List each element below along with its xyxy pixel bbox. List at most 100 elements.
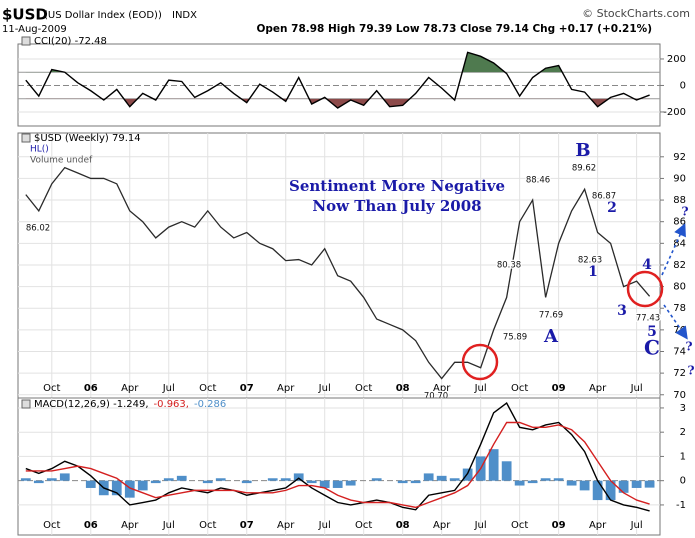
legend-label: -0.963, (154, 399, 189, 410)
histogram-bar (202, 480, 213, 484)
histogram-bar (488, 449, 499, 481)
histogram-bar (306, 480, 317, 484)
histogram-bar (462, 468, 473, 481)
histogram-bar (579, 480, 590, 491)
highlight-circle (626, 270, 664, 308)
y-tick-label: 0 (680, 476, 686, 487)
histogram-bar (332, 480, 343, 488)
x-tick-label: Apr (589, 383, 607, 394)
x-tick-label: Apr (121, 520, 139, 531)
x-tick-label: 09 (552, 383, 566, 394)
histogram-bar (345, 480, 356, 486)
y-tick-label: 78 (673, 303, 686, 314)
y-tick-label: 80 (673, 282, 686, 293)
index-name: (US Dollar Index (EOD)) (44, 10, 162, 21)
projection-arrow (663, 304, 688, 340)
x-tick-label: Apr (433, 520, 451, 531)
histogram-bar (241, 480, 252, 484)
wave-label: ? (685, 340, 692, 354)
series-line (25, 402, 650, 512)
wave-label: C (644, 336, 660, 360)
legend-label: MACD(12,26,9) -1.249, (34, 399, 149, 410)
series-line (25, 421, 650, 509)
histogram-bar (436, 475, 447, 481)
histogram-bar (59, 473, 70, 481)
wave-label: 1 (588, 264, 598, 280)
quote: Open 78.98 High 79.39 Low 78.73 Close 79… (256, 23, 652, 35)
price-label: 88.46 (526, 176, 550, 186)
exchange: INDX (172, 10, 197, 21)
plot-area (18, 51, 660, 113)
x-tick-label: Jul (162, 383, 175, 394)
x-tick-label: 08 (396, 383, 410, 394)
annotation-note: Now Than July 2008 (312, 197, 481, 215)
x-tick-label: Apr (121, 383, 139, 394)
plot-area (18, 398, 660, 535)
legend-label: -0.286 (194, 399, 226, 410)
histogram-bar (644, 480, 655, 488)
price-label: 75.89 (503, 333, 527, 343)
x-tick-label: 08 (396, 520, 410, 531)
histogram-bar (423, 473, 434, 481)
histogram-bar (605, 480, 616, 501)
price-label: 89.62 (572, 164, 596, 174)
wave-label: B (575, 140, 590, 161)
y-tick-label: 70 (673, 390, 686, 401)
histogram-bar (20, 478, 31, 481)
price-label: 77.69 (539, 311, 563, 321)
price-label: 86.87 (592, 192, 616, 202)
histogram-bar (176, 475, 187, 481)
histogram-bar (501, 461, 512, 481)
histogram-bar (371, 478, 382, 481)
wave-label: 5 (647, 324, 657, 340)
copyright[interactable]: © StockCharts.com (582, 7, 690, 20)
y-tick-label: 0 (680, 80, 686, 91)
legend-label: $USD (Weekly) 79.14 (34, 133, 141, 144)
symbol: $USD (2, 6, 48, 24)
x-tick-label: 09 (552, 520, 566, 531)
price-label: 82.63 (578, 256, 602, 266)
histogram-bar (150, 480, 161, 484)
legend-label: HL() (30, 145, 49, 155)
wave-label: ? (681, 205, 688, 219)
x-tick-label: Oct (43, 520, 60, 531)
y-tick-label: 2 (680, 427, 686, 438)
histogram-bar (280, 478, 291, 481)
histogram-bar (215, 478, 226, 481)
x-tick-label: 07 (240, 383, 254, 394)
histogram-bar (124, 480, 135, 498)
histogram-bar (46, 478, 57, 481)
legend-swatch (21, 36, 31, 46)
x-tick-label: Jul (474, 520, 487, 531)
legend-swatch (21, 133, 31, 143)
y-tick-label: 200 (667, 54, 686, 65)
y-tick-label: 90 (673, 173, 686, 184)
histogram-bar (540, 478, 551, 481)
y-tick-label: -1 (676, 500, 686, 511)
x-tick-label: Jul (318, 383, 331, 394)
histogram-bar (410, 480, 421, 484)
price-label: 77.43 (636, 314, 660, 324)
y-tick-label: 88 (673, 195, 686, 206)
panel (17, 397, 661, 536)
histogram-bar (618, 480, 629, 493)
series-line (25, 166, 651, 380)
x-tick-label: Apr (277, 383, 295, 394)
y-tick-label: 74 (673, 346, 686, 357)
x-tick-label: Apr (277, 520, 295, 531)
annotation-note: Sentiment More Negative (289, 177, 505, 195)
y-tick-label: 3 (680, 403, 686, 414)
x-tick-label: Oct (511, 520, 528, 531)
histogram-bar (566, 480, 577, 486)
x-tick-label: 06 (84, 520, 98, 531)
legend-label: CCI(20) -72.48 (34, 36, 107, 47)
x-tick-label: Jul (162, 520, 175, 531)
wave-label: 4 (642, 257, 652, 273)
histogram-bar (267, 478, 278, 481)
histogram-bar (111, 480, 122, 496)
y-tick-label: -200 (663, 107, 686, 118)
highlight-circle (461, 343, 499, 381)
histogram-bar (85, 480, 96, 488)
x-tick-label: Jul (318, 520, 331, 531)
